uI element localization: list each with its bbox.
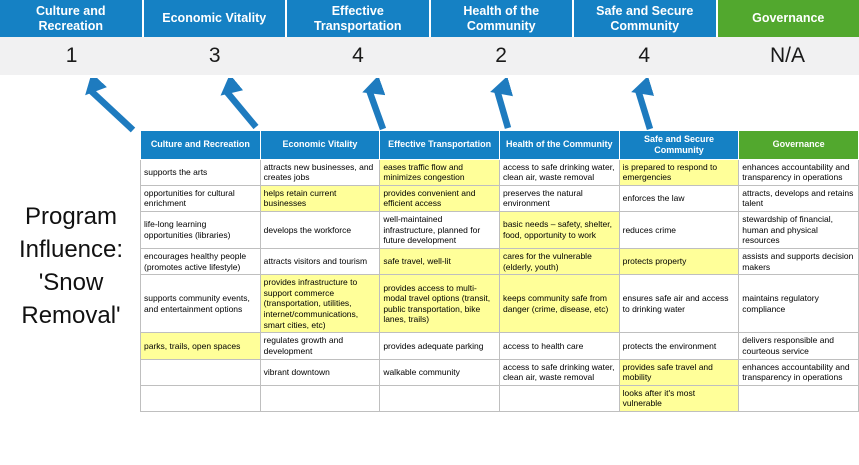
- score-economic-vitality: 3: [208, 44, 221, 67]
- table-cell: encourages healthy people (promotes acti…: [140, 247, 261, 276]
- score-row: 1 3 4 2 4 N/A: [0, 37, 859, 75]
- table-cell: enhances accountability and transparency…: [738, 158, 859, 186]
- up-arrow: [362, 78, 387, 131]
- table-cell: is prepared to respond to emergencies: [618, 158, 740, 186]
- table-cell: protects property: [618, 247, 740, 276]
- table-cell: enhances accountability and transparency…: [738, 358, 859, 386]
- up-arrow: [631, 78, 655, 130]
- table-cell: attracts, develops and retains talent: [738, 184, 859, 213]
- table-cell: provides adequate parking: [379, 332, 500, 360]
- table-row: vibrant downtown walkable community access…: [140, 358, 859, 386]
- table-cell: enforces the law: [618, 184, 740, 213]
- table-row: encourages healthy people (promotes acti…: [140, 247, 859, 276]
- score-effective-transportation: 4: [352, 44, 364, 67]
- table-cell: cares for the vulnerable (elderly, youth…: [498, 247, 620, 276]
- influence-arrows: [85, 78, 655, 133]
- table-header-effective-transportation: Effective Transportation: [379, 130, 500, 160]
- banner-effective-transportation: Effective Transportation: [287, 0, 431, 37]
- table-cell: basic needs – safety, shelter, food, opp…: [498, 211, 620, 249]
- table-header-economic-vitality: Economic Vitality: [259, 130, 381, 160]
- table-cell: supports the arts: [140, 158, 261, 186]
- banner-economic-vitality: Economic Vitality: [143, 0, 287, 37]
- table-cell: life-long learning opportunities (librar…: [140, 211, 261, 249]
- table-cell: regulates growth and development: [259, 332, 381, 360]
- up-arrow: [220, 78, 259, 130]
- table-cell: preserves the natural environment: [498, 184, 620, 213]
- table-row: looks after it's most vulnerable: [140, 384, 859, 413]
- table-cell: [498, 384, 620, 413]
- page-title: Program Influence: 'Snow Removal': [18, 203, 124, 330]
- table-header-governance: Governance: [738, 130, 859, 160]
- table-cell: maintains regulatory compliance: [738, 274, 859, 334]
- score-culture-and-recreation: 1: [65, 44, 78, 67]
- table-row: parks, trails, open spaces regulates grow…: [140, 332, 859, 360]
- score-safe-and-secure-community: 4: [638, 44, 651, 67]
- table-cell: ensures safe air and access to drinking …: [618, 274, 740, 334]
- table-cell: assists and supports decision makers: [738, 247, 859, 276]
- table-cell: helps retain current businesses: [259, 184, 381, 213]
- table-header-safe-and-secure-community: Safe and Secure Community: [618, 130, 740, 160]
- table-cell: access to safe drinking water, clean air…: [498, 358, 620, 386]
- table-cell: access to health care: [498, 332, 620, 360]
- influence-table: Culture and Recreation Economic Vitality E…: [140, 130, 859, 413]
- score-health-of-the-community: 2: [495, 44, 507, 67]
- table-cell: supports community events, and entertain…: [140, 274, 261, 334]
- up-arrow: [85, 78, 136, 133]
- banner-health-of-the-community: Health of the Community: [430, 0, 574, 37]
- table-cell: protects the environment: [618, 332, 740, 360]
- table-cell: develops the workforce: [259, 211, 381, 249]
- table-cell: walkable community: [379, 358, 500, 386]
- table-cell: reduces crime: [618, 211, 740, 249]
- table-cell: [259, 384, 381, 413]
- table-header-row: Culture and Recreation Economic Vitality E…: [140, 130, 859, 160]
- up-arrow: [490, 78, 514, 129]
- table-cell: eases traffic flow and minimizes congest…: [379, 158, 500, 186]
- banner-safe-and-secure-community: Safe and Secure Community: [574, 0, 718, 37]
- table-cell: looks after it's most vulnerable: [618, 384, 740, 413]
- table-cell: safe travel, well-lit: [379, 247, 500, 276]
- table-cell: provides access to multi-modal travel op…: [379, 274, 500, 334]
- table-cell: opportunities for cultural enrichment: [140, 184, 261, 213]
- table-row: life-long learning opportunities (librar…: [140, 211, 859, 249]
- table-cell: attracts new businesses, and creates job…: [259, 158, 381, 186]
- summary-banner: Culture and Recreation Economic Vitality E…: [0, 0, 859, 37]
- table-cell: [738, 384, 859, 413]
- table-cell: delivers responsible and courteous servi…: [738, 332, 859, 360]
- table-header-culture-and-recreation: Culture and Recreation: [140, 130, 261, 160]
- table-cell: attracts visitors and tourism: [259, 247, 381, 276]
- banner-governance: Governance: [717, 0, 859, 37]
- table-cell: [140, 358, 261, 386]
- table-row: supports community events, and entertain…: [140, 274, 859, 334]
- table-cell: provides convenient and efficient access: [379, 184, 500, 213]
- table-cell: provides infrastructure to support comme…: [259, 274, 381, 334]
- table-cell: [140, 384, 261, 413]
- table-cell: stewardship of financial, human and phys…: [738, 211, 859, 249]
- table-cell: [379, 384, 500, 413]
- table-header-health-of-the-community: Health of the Community: [498, 130, 620, 160]
- table-cell: vibrant downtown: [259, 358, 381, 386]
- banner-culture-and-recreation: Culture and Recreation: [0, 0, 144, 37]
- table-cell: well-maintained infrastructure, planned …: [379, 211, 500, 249]
- score-governance: N/A: [769, 44, 805, 67]
- table-cell: parks, trails, open spaces: [140, 332, 261, 360]
- table-row: supports the arts attracts new businesses…: [140, 158, 859, 186]
- table-row: opportunities for cultural enrichment hel…: [140, 184, 859, 213]
- table-cell: keeps community safe from danger (crime,…: [498, 274, 620, 334]
- table-cell: provides safe travel and mobility: [618, 358, 740, 386]
- table-cell: access to safe drinking water, clean air…: [498, 158, 620, 186]
